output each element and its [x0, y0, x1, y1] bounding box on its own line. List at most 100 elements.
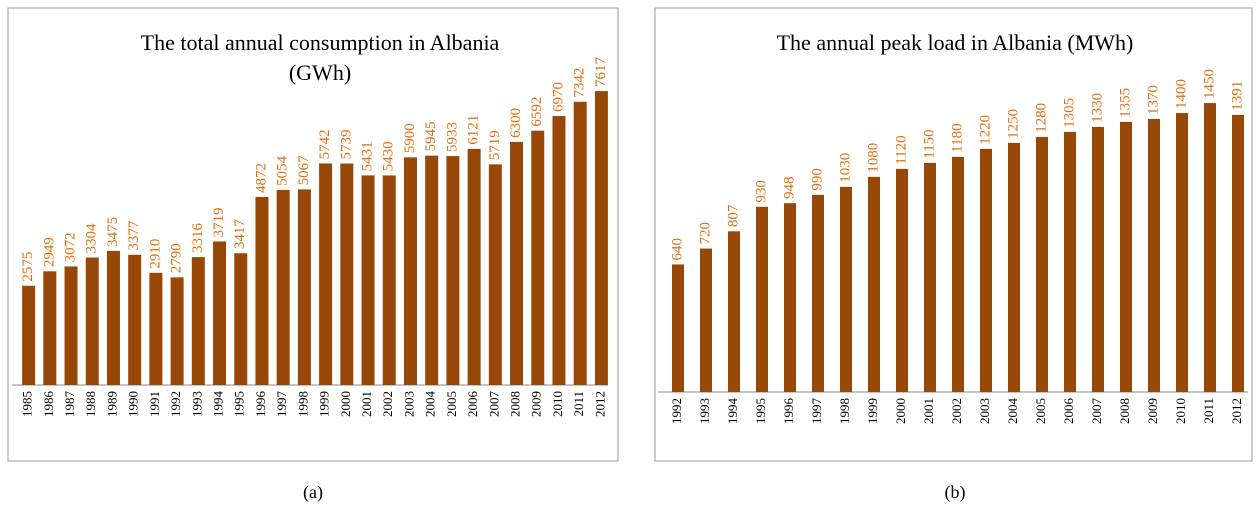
- x-tick-label: 1997: [274, 391, 289, 418]
- value-label: 930: [753, 180, 769, 203]
- value-label: 5945: [423, 122, 439, 152]
- bar-highlight: [85, 257, 99, 268]
- x-tick-label: 2001: [359, 391, 374, 417]
- x-tick-label: 1993: [697, 398, 712, 424]
- x-tick-label: 2010: [1173, 398, 1188, 424]
- value-label: 2949: [41, 237, 57, 267]
- x-tick-label: 1995: [232, 391, 247, 417]
- bar-highlight: [1148, 118, 1160, 129]
- x-tick-label: 1990: [126, 391, 141, 417]
- bar: [106, 250, 120, 385]
- bar: [467, 148, 481, 385]
- bar-highlight: [728, 231, 740, 242]
- value-label: 640: [669, 238, 685, 261]
- value-label: 5739: [338, 129, 354, 159]
- value-label: 5430: [381, 141, 397, 171]
- x-tick-label: 1985: [20, 391, 35, 417]
- bar-highlight: [552, 115, 566, 126]
- bar: [896, 168, 908, 392]
- bar: [170, 277, 184, 385]
- x-tick-label: 2000: [893, 398, 908, 424]
- x-tick-label: 2007: [1089, 398, 1104, 425]
- value-label: 5900: [402, 123, 418, 153]
- bar: [1176, 112, 1188, 392]
- value-label: 5719: [487, 130, 503, 160]
- bar: [552, 115, 566, 385]
- bar: [403, 157, 417, 385]
- value-label: 1150: [921, 129, 937, 158]
- value-label: 3072: [62, 232, 78, 262]
- x-tick-label: 1994: [211, 391, 226, 418]
- x-tick-label: 1989: [104, 391, 119, 417]
- bar-highlight: [319, 163, 333, 174]
- bar-highlight: [43, 271, 57, 282]
- bar-highlight: [672, 264, 684, 275]
- value-label: 1030: [837, 153, 853, 183]
- x-tick-label: 2009: [529, 391, 544, 417]
- caption: (b): [945, 482, 966, 503]
- x-tick-label: 2011: [1201, 398, 1216, 424]
- bar: [1148, 118, 1160, 392]
- value-label: 1250: [1005, 109, 1021, 139]
- bar: [340, 163, 354, 385]
- value-label: 1280: [1033, 103, 1049, 133]
- x-tick-label: 1992: [669, 398, 684, 424]
- bar: [573, 101, 587, 386]
- bar-highlight: [276, 189, 290, 200]
- x-tick-label: 2002: [380, 391, 395, 417]
- bar-highlight: [1092, 126, 1104, 137]
- chart: The annual peak load in Albania (MWh) 640…: [654, 7, 1253, 503]
- bar-highlight: [488, 164, 502, 175]
- value-label: 3719: [211, 207, 227, 237]
- bar-highlight: [840, 186, 852, 197]
- x-tick-label: 2012: [1229, 398, 1244, 424]
- bar: [924, 162, 936, 392]
- bar: [1008, 142, 1020, 392]
- caption: (a): [303, 482, 323, 503]
- bar: [64, 266, 78, 385]
- value-label: 6300: [508, 108, 524, 138]
- value-label: 1450: [1201, 69, 1217, 99]
- value-label: 1400: [1173, 79, 1189, 109]
- value-label: 1120: [893, 135, 909, 164]
- bar-highlight: [128, 254, 142, 265]
- value-label: 2575: [20, 252, 36, 282]
- value-label: 1391: [1229, 81, 1245, 111]
- bar-highlight: [234, 253, 248, 264]
- x-tick-label: 1996: [253, 391, 268, 418]
- value-label: 2910: [147, 239, 163, 269]
- bar: [510, 141, 524, 385]
- x-tick-label: 2003: [401, 391, 416, 417]
- bar-highlight: [1036, 136, 1048, 147]
- bar-highlight: [361, 175, 375, 186]
- bar: [1232, 114, 1244, 392]
- bar: [1092, 126, 1104, 393]
- bar: [382, 175, 396, 385]
- bar-highlight: [446, 155, 460, 166]
- value-label: 1080: [865, 143, 881, 173]
- value-label: 1305: [1061, 98, 1077, 128]
- x-tick-label: 1988: [83, 391, 98, 417]
- bar: [446, 155, 460, 385]
- value-label: 720: [697, 222, 713, 245]
- bar-highlight: [149, 272, 163, 283]
- x-tick-label: 1998: [837, 398, 852, 424]
- bar-highlight: [924, 162, 936, 173]
- value-label: 5742: [317, 129, 333, 159]
- chart-title: The annual peak load in Albania (MWh): [777, 30, 1134, 55]
- chart-title: (GWh): [289, 60, 351, 85]
- bar-highlight: [255, 196, 269, 207]
- x-tick-label: 2005: [444, 391, 459, 417]
- x-tick-label: 1986: [41, 391, 56, 418]
- x-tick-label: 2009: [1145, 398, 1160, 424]
- bar: [1036, 136, 1048, 392]
- bar: [1204, 103, 1216, 392]
- value-label: 948: [781, 177, 797, 200]
- bar-highlight: [1204, 103, 1216, 113]
- bar-highlight: [594, 91, 608, 101]
- bar-highlight: [784, 203, 796, 214]
- value-label: 1370: [1145, 85, 1161, 115]
- bar-highlight: [467, 148, 481, 159]
- value-label: 3377: [126, 220, 142, 251]
